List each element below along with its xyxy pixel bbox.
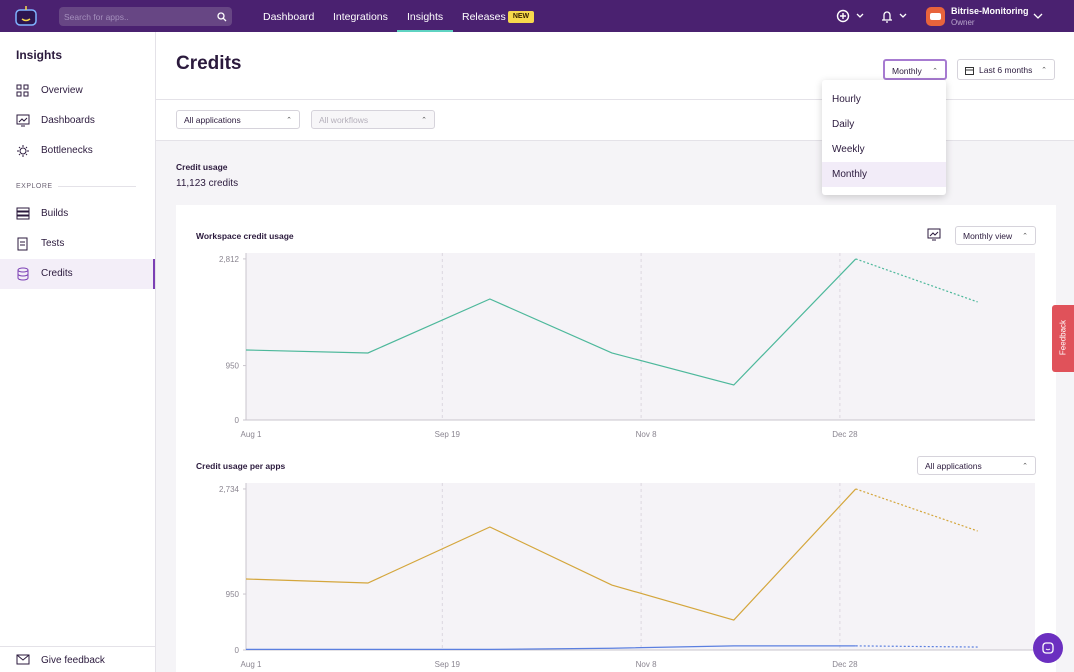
sidebar-item[interactable]: Overview [0,76,155,106]
avatar[interactable] [926,7,945,26]
series-line [246,645,856,651]
sidebar-label: Give feedback [41,655,105,666]
nav-item[interactable]: Releases [462,11,506,23]
y-tick-label: 0 [235,416,240,425]
application-filter[interactable]: All applications [176,110,300,130]
new-badge: NEW [508,11,534,23]
search-placeholder: Search for apps.. [64,12,129,22]
sidebar-item[interactable]: Tests [0,229,155,259]
chart-title: Credit usage per apps [196,461,286,471]
logo[interactable] [15,6,37,26]
dropdown-option[interactable]: Hourly [832,94,861,105]
x-tick-label: Aug 1 [241,430,262,439]
plot-area [246,253,1035,420]
x-tick-label: Dec 28 [832,660,858,669]
series-line [245,488,857,621]
sidebar: Insights Overview Dashboards Bottlenecks… [0,32,156,672]
top-nav: Search for apps.. Dashboard Integrations… [0,0,1074,32]
sidebar-label: Overview [41,85,83,96]
sidebar-title: Insights [16,48,63,62]
range-label: Last 6 months [979,65,1033,75]
period-dropdown: Hourly Daily Weekly Monthly [822,80,946,195]
sidebar-item[interactable]: Credits [0,259,155,289]
sidebar-label: Bottlenecks [41,145,93,156]
x-tick-label: Sep 19 [435,660,461,669]
y-tick-label: 0 [235,646,240,655]
summary-label: Credit usage [176,162,228,172]
y-tick-label: 2,812 [219,255,240,264]
sidebar-item[interactable]: Builds [0,199,155,229]
chart-view-icon[interactable] [927,228,941,241]
dropdown-option[interactable]: Daily [832,119,855,130]
x-tick-label: Dec 28 [832,430,858,439]
series-line [855,258,978,303]
range-select[interactable]: Last 6 months [957,59,1055,81]
nav-item[interactable]: Dashboard [263,11,315,23]
y-tick-label: 2,734 [219,485,240,494]
search-box[interactable]: Search for apps.. [59,7,232,26]
dropdown-option[interactable]: Monthly [822,162,946,187]
sidebar-label: Credits [41,268,73,279]
y-tick-label: 950 [226,362,240,371]
series-line [855,645,978,648]
summary-value: 11,123 credits [176,178,239,189]
sidebar-footer[interactable]: Give feedback [0,646,155,672]
chart-title: Workspace credit usage [196,231,294,241]
account-name: Bitrise-Monitoring [951,6,1029,16]
x-tick-label: Nov 8 [636,430,657,439]
footer-divider [0,646,155,647]
plot-area [246,483,1035,650]
search-icon [217,12,227,22]
y-tick-label: 950 [226,590,240,599]
series-line [245,258,857,386]
workflow-filter: All workflows [311,110,435,130]
page-title: Credits [176,53,242,74]
notifications[interactable] [879,9,909,23]
sidebar-label: Dashboards [41,115,95,126]
sidebar-item[interactable]: Dashboards [0,106,155,136]
apps-select[interactable]: All applications [917,456,1036,476]
feedback-tab[interactable]: Feedback [1052,305,1074,372]
account-chevron[interactable] [1033,12,1043,20]
view-select[interactable]: Monthly view [955,226,1036,246]
nav-item[interactable]: Integrations [333,11,388,23]
sidebar-item[interactable]: Bottlenecks [0,136,155,166]
period-select[interactable]: Monthly [883,59,947,82]
x-tick-label: Nov 8 [636,660,657,669]
feedback-label: Feedback [1058,319,1068,356]
series-line [855,488,978,532]
sidebar-label: Tests [41,238,65,249]
sidebar-section: EXPLORE [16,183,53,190]
nav-item[interactable]: Insights [396,0,454,32]
dropdown-option[interactable]: Weekly [832,144,865,155]
x-tick-label: Sep 19 [435,430,461,439]
sidebar-label: Builds [41,208,69,219]
chat-button[interactable] [1033,633,1063,663]
x-tick-label: Aug 1 [241,660,262,669]
account-role: Owner [951,18,975,27]
section-divider [58,186,136,187]
add-menu[interactable] [836,9,866,23]
